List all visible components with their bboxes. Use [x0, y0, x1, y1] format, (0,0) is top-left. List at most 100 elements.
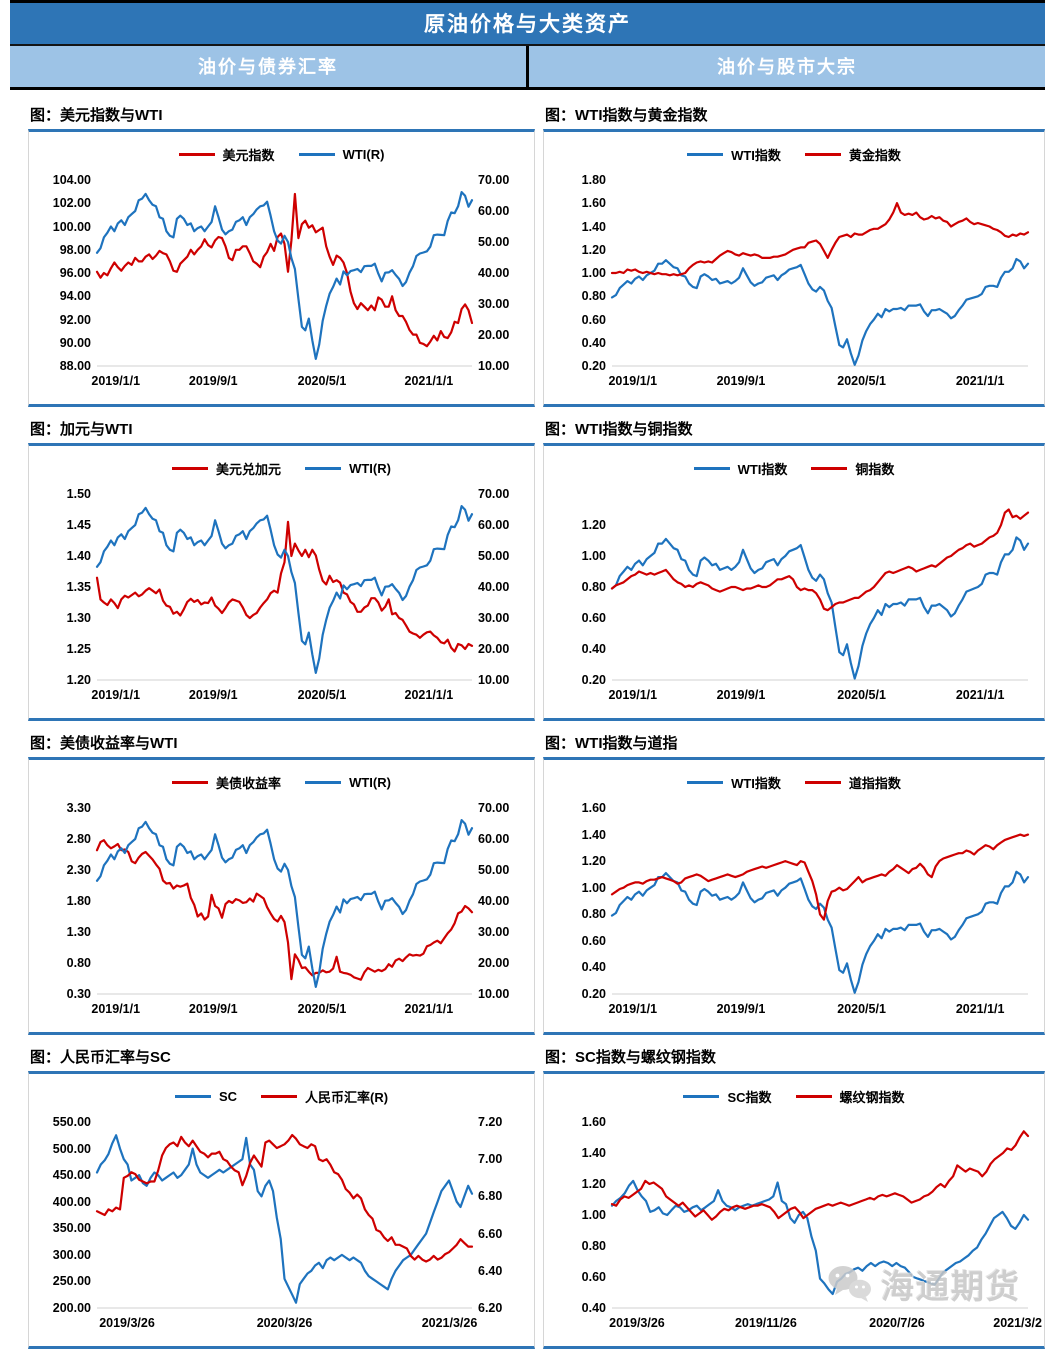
- left-axis-tick-label: 1.80: [66, 894, 91, 908]
- x-axis-label: 2020/7/26: [869, 1316, 925, 1330]
- right-axis-tick-label: 30.00: [478, 611, 510, 625]
- legend-item: SC: [174, 1087, 237, 1106]
- x-axis-label: 2020/5/1: [297, 688, 347, 702]
- chart-plot: [610, 1130, 1030, 1309]
- data-series-line: [610, 1179, 1030, 1296]
- legend-line-swatch: [298, 153, 335, 156]
- left-axis-tick-label: 0.80: [581, 580, 606, 594]
- left-axis-tick-label: 0.20: [581, 987, 606, 1001]
- data-series-line: [610, 870, 1030, 994]
- x-axis-label: 2020/5/1: [837, 374, 886, 388]
- chart-panel: 图：WTI指数与道指 WTI指数 道指指数 1.60 1.40 1.20 1.00 0.8…: [543, 730, 1045, 1035]
- x-axis-label: 2019/9/1: [716, 688, 766, 702]
- right-axis-tick-label: 50.00: [478, 863, 510, 877]
- legend-label: WTI指数: [731, 148, 781, 163]
- legend-item: 美元兑加元: [172, 459, 281, 478]
- legend-item: WTI指数: [687, 773, 781, 792]
- left-axis-tick-label: 102.00: [52, 196, 91, 211]
- left-axis-tick-label: 550.00: [52, 1115, 91, 1129]
- left-axis-tick-label: 0.40: [581, 642, 606, 656]
- x-axis-label: 2019/1/1: [91, 374, 141, 388]
- data-series-line: [95, 1134, 474, 1304]
- right-axis-tick-label: 20.00: [478, 956, 510, 970]
- x-axis-label: 2020/5/1: [297, 374, 347, 388]
- chart-title: 图：美债收益率与WTI: [30, 735, 178, 752]
- left-axis-tick-label: 1.20: [581, 518, 606, 532]
- left-axis-tick-label: 1.20: [581, 242, 606, 257]
- left-axis-tick-label: 200.00: [52, 1301, 91, 1315]
- left-axis-tick-label: 1.00: [581, 880, 606, 895]
- left-axis-tick-label: 1.20: [66, 673, 91, 687]
- left-axis-tick-label: 1.30: [66, 925, 91, 939]
- left-axis-tick-label: 1.60: [581, 801, 606, 815]
- legend-line-swatch: [174, 1095, 211, 1098]
- chart-legend: SC 人民币汇率(R): [29, 1087, 534, 1106]
- right-axis-tick-label: 40.00: [478, 580, 510, 594]
- chart-panel: 图：美元指数与WTI 美元指数 WTI(R) 104.00 102.00 100.00…: [28, 102, 535, 407]
- legend-line-swatch: [687, 781, 724, 784]
- left-axis-tick-label: 2.80: [66, 832, 91, 846]
- right-axis-tick-label: 60.00: [478, 518, 510, 532]
- left-axis-tick-label: 0.40: [581, 960, 606, 975]
- right-axis-tick-label: 7.20: [478, 1115, 503, 1129]
- left-axis-tick-label: 0.60: [581, 312, 606, 327]
- legend-item: 美债收益率: [172, 773, 281, 792]
- chart-title: 图：美元指数与WTI: [30, 107, 163, 124]
- x-axis-label: 2020/5/1: [297, 1002, 347, 1016]
- legend-line-swatch: [687, 153, 724, 156]
- left-axis-tick-label: 100.00: [52, 219, 91, 234]
- x-axis-label: 2019/1/1: [608, 374, 658, 388]
- right-axis-tick-label: 10.00: [478, 359, 510, 373]
- data-series-line: [610, 536, 1030, 680]
- left-axis-tick-label: 1.30: [66, 611, 91, 625]
- left-axis-tick-label: 0.30: [66, 987, 91, 1001]
- right-axis-tick-label: 30.00: [478, 297, 510, 311]
- legend-line-swatch: [795, 1095, 832, 1098]
- left-axis-tick-label: 450.00: [52, 1168, 91, 1183]
- x-axis-label: 2021/1/1: [955, 1002, 1005, 1016]
- right-axis-tick-label: 70.00: [478, 801, 510, 815]
- chart-plot: [95, 191, 474, 367]
- column-header-bar: 油价与债券汇率 油价与股市大宗: [10, 46, 1045, 90]
- x-axis-label: 2019/9/1: [188, 1002, 238, 1016]
- chart-grid: 图：美元指数与WTI 美元指数 WTI(R) 104.00 102.00 100.00…: [0, 90, 1047, 1358]
- legend-line-swatch: [178, 153, 215, 156]
- x-axis-label: 2019/3/26: [609, 1316, 665, 1330]
- chart-plot: [610, 202, 1030, 367]
- chart-title: 图：SC指数与螺纹钢指数: [545, 1049, 716, 1066]
- left-axis-tick-label: 0.20: [581, 673, 606, 687]
- x-axis-label: 2021/1/1: [955, 688, 1005, 702]
- legend-item: WTI(R): [305, 459, 391, 478]
- legend-item: 螺纹钢指数: [795, 1087, 905, 1106]
- chart-panel: 图：SC指数与螺纹钢指数 SC指数 螺纹钢指数 1.60 1.40 1.20 1.00 0…: [543, 1044, 1045, 1349]
- left-axis-tick-label: 1.45: [66, 518, 91, 532]
- x-axis-label: 2019/11/26: [734, 1316, 797, 1330]
- left-axis-tick-label: 1.60: [581, 196, 606, 211]
- x-axis-label: 2019/1/1: [608, 1002, 658, 1016]
- data-series-line: [610, 508, 1030, 612]
- page-title: 原油价格与大类资产: [10, 3, 1045, 44]
- chart-legend: 美元兑加元 WTI(R): [29, 459, 534, 478]
- left-axis-tick-label: 1.60: [581, 1115, 606, 1129]
- data-series-line: [95, 505, 474, 674]
- chart-plot: [95, 819, 474, 995]
- x-axis-label: 2019/1/1: [608, 688, 658, 702]
- chart-legend: 美元指数 WTI(R): [29, 145, 534, 164]
- data-series-line: [95, 819, 474, 988]
- left-axis-tick-label: 0.80: [581, 289, 606, 304]
- left-axis-tick-label: 250.00: [52, 1274, 91, 1289]
- left-axis-tick-label: 1.20: [581, 854, 606, 869]
- data-series-line: [95, 191, 474, 360]
- chart-title: 图：WTI指数与黄金指数: [545, 107, 708, 124]
- legend-label: 美元指数: [222, 148, 275, 163]
- chart-plot: [610, 833, 1030, 995]
- legend-item: WTI(R): [305, 773, 391, 792]
- legend-line-swatch: [305, 781, 342, 784]
- chart-plot: [95, 505, 474, 681]
- legend-label: 道指指数: [848, 776, 901, 791]
- right-axis-tick-label: 10.00: [478, 987, 510, 1001]
- x-axis-label: 2021/1/1: [404, 688, 454, 702]
- x-axis-label: 2019/9/1: [716, 1002, 766, 1016]
- left-axis-tick-label: 1.50: [66, 487, 91, 501]
- left-axis-tick-label: 1.25: [66, 642, 91, 656]
